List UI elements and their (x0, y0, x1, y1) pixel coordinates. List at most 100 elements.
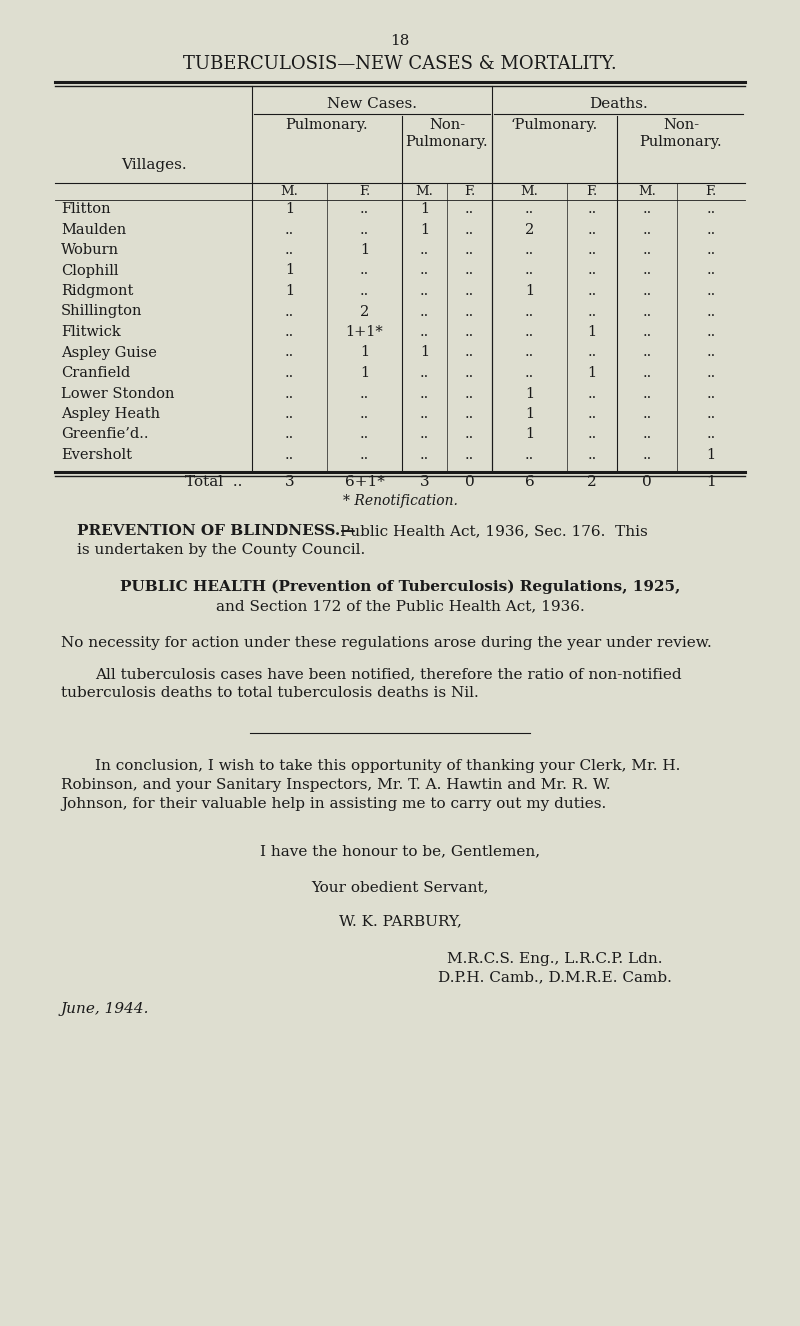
Text: ..: .. (465, 448, 474, 461)
Text: W. K. PARBURY,: W. K. PARBURY, (338, 914, 462, 928)
Text: ..: .. (360, 448, 369, 461)
Text: 1: 1 (360, 366, 369, 381)
Text: ..: .. (360, 284, 369, 298)
Text: Ridgmont: Ridgmont (61, 284, 134, 298)
Text: Pulmonary.: Pulmonary. (286, 118, 368, 133)
Text: 1+1*: 1+1* (346, 325, 383, 339)
Text: ..: .. (587, 305, 597, 318)
Text: Maulden: Maulden (61, 223, 126, 236)
Text: In conclusion, I wish to take this opportunity of thanking your Clerk, Mr. H.: In conclusion, I wish to take this oppor… (95, 758, 680, 773)
Text: ..: .. (285, 366, 294, 381)
Text: Woburn: Woburn (61, 243, 119, 257)
Text: ..: .. (706, 407, 716, 420)
Text: ..: .. (706, 202, 716, 216)
Text: ..: .. (465, 284, 474, 298)
Text: ..: .. (465, 366, 474, 381)
Text: Cranfield: Cranfield (61, 366, 130, 381)
Text: No necessity for action under these regulations arose during the year under revi: No necessity for action under these regu… (61, 636, 712, 650)
Text: 1: 1 (525, 407, 534, 420)
Text: ..: .. (420, 407, 429, 420)
Text: ..: .. (360, 202, 369, 216)
Text: Eversholt: Eversholt (61, 448, 132, 461)
Text: 1: 1 (285, 202, 294, 216)
Text: ..: .. (465, 223, 474, 236)
Text: ..: .. (706, 427, 716, 442)
Text: M.: M. (521, 186, 538, 198)
Text: ..: .. (706, 284, 716, 298)
Text: ..: .. (642, 427, 652, 442)
Text: ..: .. (285, 386, 294, 400)
Text: F.: F. (464, 186, 475, 198)
Text: Clophill: Clophill (61, 264, 118, 277)
Text: ..: .. (642, 386, 652, 400)
Text: ..: .. (642, 325, 652, 339)
Text: Non-
Pulmonary.: Non- Pulmonary. (406, 118, 488, 150)
Text: ..: .. (642, 202, 652, 216)
Text: 1: 1 (587, 366, 597, 381)
Text: ..: .. (420, 284, 429, 298)
Text: 1: 1 (706, 448, 715, 461)
Text: is undertaken by the County Council.: is undertaken by the County Council. (77, 544, 366, 557)
Text: ..: .. (465, 264, 474, 277)
Text: ..: .. (642, 305, 652, 318)
Text: Public Health Act, 1936, Sec. 176.  This: Public Health Act, 1936, Sec. 176. This (340, 524, 648, 538)
Text: ..: .. (642, 223, 652, 236)
Text: Deaths.: Deaths. (589, 97, 648, 111)
Text: ..: .. (285, 427, 294, 442)
Text: Your obedient Servant,: Your obedient Servant, (311, 880, 489, 894)
Text: ..: .. (525, 325, 534, 339)
Text: Robinson, and your Sanitary Inspectors, Mr. T. A. Hawtin and Mr. R. W.: Robinson, and your Sanitary Inspectors, … (61, 778, 610, 792)
Text: 6+1*: 6+1* (345, 476, 385, 489)
Text: New Cases.: New Cases. (327, 97, 417, 111)
Text: 1: 1 (525, 427, 534, 442)
Text: ..: .. (420, 264, 429, 277)
Text: Aspley Heath: Aspley Heath (61, 407, 160, 420)
Text: 1: 1 (285, 284, 294, 298)
Text: Aspley Guise: Aspley Guise (61, 346, 157, 359)
Text: ..: .. (285, 325, 294, 339)
Text: ..: .. (420, 366, 429, 381)
Text: ..: .. (642, 366, 652, 381)
Text: ..: .. (587, 346, 597, 359)
Text: 0: 0 (465, 476, 474, 489)
Text: 1: 1 (525, 284, 534, 298)
Text: 18: 18 (390, 34, 410, 48)
Text: 1: 1 (360, 346, 369, 359)
Text: ..: .. (465, 305, 474, 318)
Text: Johnson, for their valuable help in assisting me to carry out my duties.: Johnson, for their valuable help in assi… (61, 797, 606, 812)
Text: ..: .. (285, 448, 294, 461)
Text: ..: .. (587, 243, 597, 257)
Text: ..: .. (587, 202, 597, 216)
Text: F.: F. (586, 186, 598, 198)
Text: ..: .. (360, 407, 369, 420)
Text: ..: .. (642, 264, 652, 277)
Text: M.: M. (281, 186, 298, 198)
Text: 2: 2 (587, 476, 597, 489)
Text: ..: .. (706, 325, 716, 339)
Text: F.: F. (359, 186, 370, 198)
Text: 3: 3 (420, 476, 430, 489)
Text: ..: .. (642, 448, 652, 461)
Text: ..: .. (587, 407, 597, 420)
Text: ..: .. (420, 325, 429, 339)
Text: ..: .. (360, 223, 369, 236)
Text: PUBLIC HEALTH (Prevention of Tuberculosis) Regulations, 1925,: PUBLIC HEALTH (Prevention of Tuberculosi… (120, 579, 680, 594)
Text: 1: 1 (525, 386, 534, 400)
Text: 1: 1 (706, 476, 716, 489)
Text: Lower Stondon: Lower Stondon (61, 386, 174, 400)
Text: and Section 172 of the Public Health Act, 1936.: and Section 172 of the Public Health Act… (216, 599, 584, 613)
Text: ..: .. (587, 223, 597, 236)
Text: ..: .. (525, 346, 534, 359)
Text: 1: 1 (420, 202, 429, 216)
Text: Flitton: Flitton (61, 202, 110, 216)
Text: ..: .. (360, 264, 369, 277)
Text: 1: 1 (285, 264, 294, 277)
Text: ..: .. (642, 243, 652, 257)
Text: ..: .. (285, 305, 294, 318)
Text: M.R.C.S. Eng., L.R.C.P. Ldn.: M.R.C.S. Eng., L.R.C.P. Ldn. (447, 952, 662, 967)
Text: Flitwick: Flitwick (61, 325, 121, 339)
Text: TUBERCULOSIS—NEW CASES & MORTALITY.: TUBERCULOSIS—NEW CASES & MORTALITY. (183, 54, 617, 73)
Text: F.: F. (706, 186, 717, 198)
Text: ..: .. (706, 223, 716, 236)
Text: ..: .. (420, 305, 429, 318)
